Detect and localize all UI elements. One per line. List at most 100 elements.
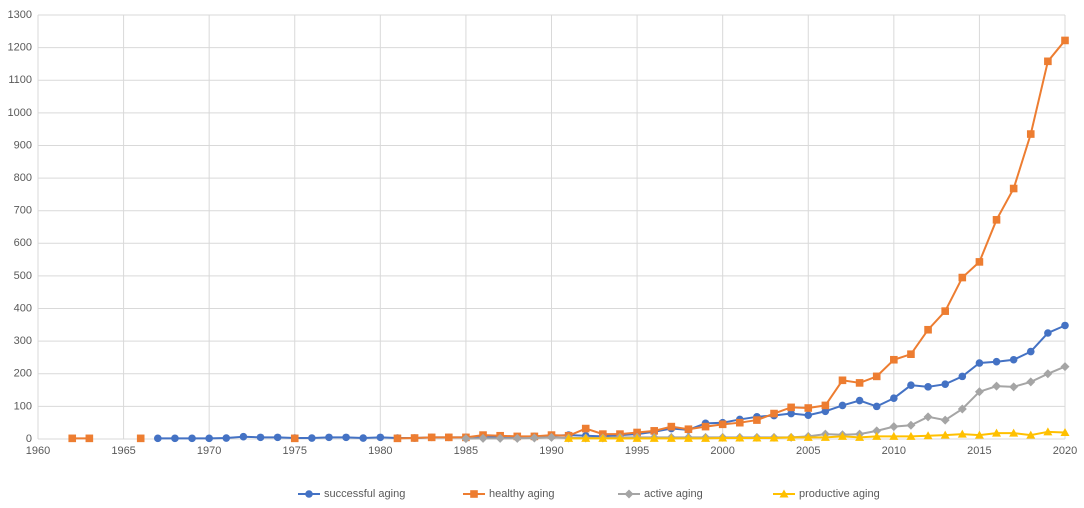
data-point xyxy=(1026,347,1035,356)
data-point xyxy=(581,433,591,442)
data-point xyxy=(906,420,916,430)
data-point xyxy=(581,424,590,433)
data-point xyxy=(718,420,727,429)
data-point xyxy=(650,427,658,435)
data-point xyxy=(890,394,898,403)
data-point xyxy=(923,431,933,440)
y-tick-label: 100 xyxy=(14,400,32,412)
y-tick-label: 800 xyxy=(14,172,32,184)
data-point xyxy=(478,433,488,443)
data-point xyxy=(889,431,899,440)
y-tick-label: 500 xyxy=(14,270,32,282)
y-tick-label: 1300 xyxy=(8,9,32,21)
legend-label: active aging xyxy=(644,488,703,500)
data-point xyxy=(753,416,761,424)
data-point xyxy=(718,433,728,442)
data-point xyxy=(205,434,213,443)
data-point xyxy=(940,430,950,439)
data-point xyxy=(958,372,967,381)
data-point xyxy=(273,433,282,442)
y-tick-label: 600 xyxy=(14,237,32,249)
data-point xyxy=(701,422,710,431)
y-tick-label: 400 xyxy=(14,302,32,314)
data-point xyxy=(940,415,950,425)
data-point xyxy=(992,381,1002,391)
data-point xyxy=(512,433,522,443)
data-point xyxy=(136,434,145,443)
data-point xyxy=(1044,329,1052,337)
series-line xyxy=(568,430,1066,440)
data-point xyxy=(804,404,813,412)
data-point xyxy=(410,434,419,442)
data-point xyxy=(701,433,711,442)
data-point xyxy=(1026,430,1036,439)
data-point xyxy=(872,431,882,440)
data-point xyxy=(239,432,248,441)
data-point xyxy=(427,433,436,442)
legend-label: healthy aging xyxy=(489,488,554,500)
data-point xyxy=(529,433,539,443)
data-point xyxy=(1060,427,1070,436)
data-point xyxy=(735,433,745,442)
data-point xyxy=(683,433,693,442)
data-point xyxy=(855,432,865,441)
data-point xyxy=(359,434,368,442)
x-tick-label: 2000 xyxy=(710,445,734,457)
data-point xyxy=(735,418,744,427)
x-tick-label: 1965 xyxy=(111,445,135,457)
y-tick-label: 1100 xyxy=(8,74,32,86)
data-point xyxy=(804,411,813,419)
data-point xyxy=(872,402,881,411)
data-point xyxy=(1009,382,1019,392)
data-point xyxy=(838,376,847,385)
x-tick-label: 1990 xyxy=(539,445,563,457)
data-point xyxy=(974,430,984,439)
data-point xyxy=(256,433,265,442)
data-point xyxy=(649,433,659,442)
data-point xyxy=(547,432,556,442)
x-tick-label: 1985 xyxy=(454,445,478,457)
data-point xyxy=(684,425,693,434)
data-point xyxy=(855,379,864,387)
y-tick-label: 700 xyxy=(14,205,32,217)
data-point xyxy=(68,434,77,443)
data-point xyxy=(855,396,864,405)
data-point xyxy=(85,434,94,443)
data-point xyxy=(1061,321,1069,330)
data-point xyxy=(821,401,830,410)
y-tick-label: 1000 xyxy=(8,107,32,119)
data-point xyxy=(376,433,385,442)
data-point xyxy=(924,383,932,391)
data-point xyxy=(188,434,196,443)
data-point xyxy=(786,432,796,441)
x-tick-label: 2010 xyxy=(882,445,906,457)
data-point xyxy=(923,412,933,422)
series-line xyxy=(157,324,1066,440)
x-tick-label: 1970 xyxy=(197,445,221,457)
x-tick-label: 2020 xyxy=(1053,445,1077,457)
data-point xyxy=(820,432,830,441)
data-point xyxy=(598,433,608,442)
data-point xyxy=(838,401,847,410)
data-point xyxy=(325,433,333,442)
data-point xyxy=(974,387,984,397)
data-point xyxy=(393,434,402,443)
data-point xyxy=(907,350,915,358)
data-point xyxy=(290,434,299,443)
data-point xyxy=(666,433,676,442)
series-line xyxy=(72,39,1066,440)
data-point xyxy=(803,432,813,441)
data-point xyxy=(342,433,350,442)
y-tick-label: 300 xyxy=(14,335,32,347)
data-point xyxy=(632,433,642,442)
data-point xyxy=(957,429,967,438)
data-point xyxy=(975,258,984,266)
x-tick-label: 1995 xyxy=(625,445,649,457)
data-point xyxy=(633,428,641,437)
data-point xyxy=(1060,362,1070,372)
legend-marker xyxy=(305,490,313,498)
data-point xyxy=(1009,355,1018,364)
data-point xyxy=(171,434,179,443)
